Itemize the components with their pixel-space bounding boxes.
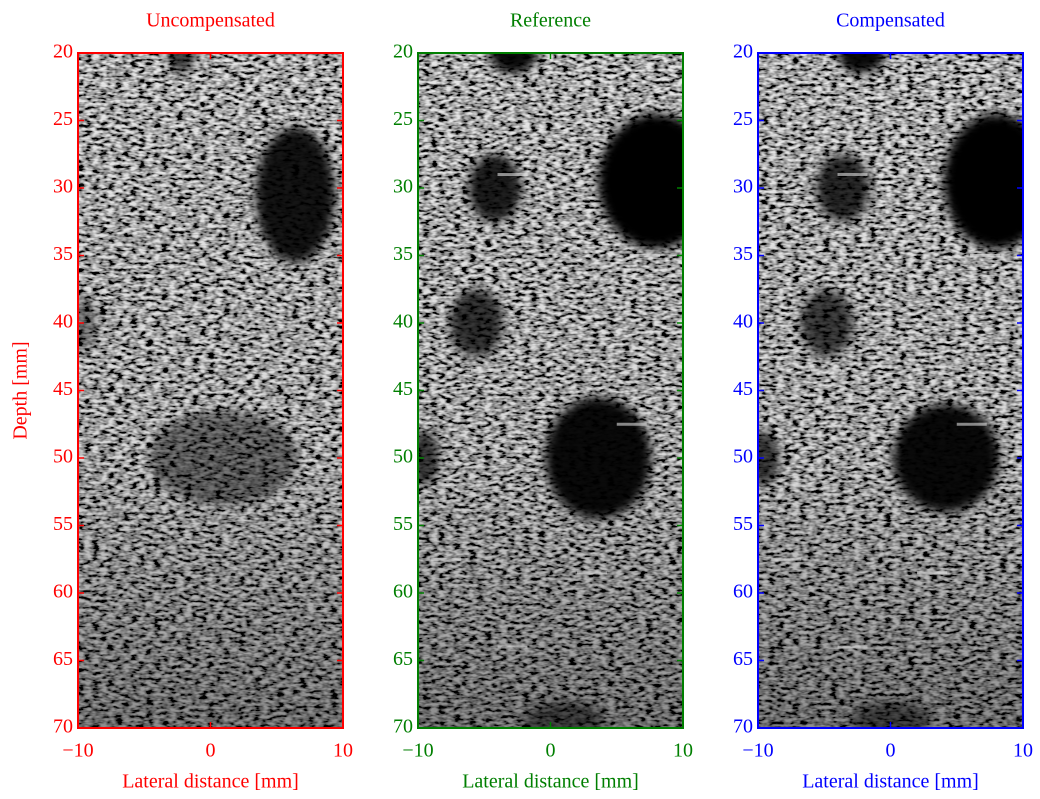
y-tick-label: 25	[733, 108, 753, 130]
y-tick-label: 35	[733, 243, 753, 265]
ultrasound-image	[78, 53, 343, 728]
y-tick-label: 55	[733, 513, 753, 535]
y-tick-label: 70	[733, 716, 753, 738]
x-axis-label: Lateral distance [mm]	[462, 771, 639, 793]
y-tick-label: 55	[393, 513, 413, 535]
y-tick-label: 70	[53, 716, 73, 738]
y-tick-label: 55	[53, 513, 73, 535]
y-tick-label: 35	[53, 243, 73, 265]
y-tick-label: 65	[53, 648, 73, 670]
y-tick-label: 60	[393, 581, 413, 603]
x-tick-label: 10	[1013, 740, 1033, 762]
y-tick-label: 50	[393, 446, 413, 468]
y-tick-label: 40	[53, 311, 73, 333]
y-tick-label: 65	[393, 648, 413, 670]
x-tick-label: 0	[886, 740, 896, 762]
x-tick-label: 0	[546, 740, 556, 762]
panel-title: Reference	[510, 10, 591, 32]
y-tick-label: 65	[733, 648, 753, 670]
x-tick-label: −10	[402, 740, 433, 762]
y-tick-label: 40	[393, 311, 413, 333]
panel-title: Uncompensated	[146, 10, 275, 32]
y-tick-label: 50	[53, 446, 73, 468]
y-tick-label: 45	[53, 378, 73, 400]
y-tick-label: 60	[733, 581, 753, 603]
y-tick-label: 70	[393, 716, 413, 738]
y-tick-label: 25	[393, 108, 413, 130]
y-tick-label: 30	[53, 176, 73, 198]
y-tick-label: 50	[733, 446, 753, 468]
y-tick-label: 30	[733, 176, 753, 198]
x-tick-label: 0	[206, 740, 216, 762]
y-tick-label: 30	[393, 176, 413, 198]
y-tick-label: 60	[53, 581, 73, 603]
panel: 20 25 30 35 40 45 50 55 60 65 70−10 0 10 Reference Lat…	[393, 10, 693, 793]
ultrasound-image	[758, 53, 1023, 728]
y-axis-label: Depth [mm]	[10, 341, 32, 439]
y-tick-label: 45	[393, 378, 413, 400]
y-tick-label: 20	[53, 41, 73, 63]
y-tick-label: 20	[733, 41, 753, 63]
panel: 20 25 30 35 40 45 50 55 60 65 70−10 0 10 Compensated L…	[733, 10, 1033, 793]
x-axis-label: Lateral distance [mm]	[802, 771, 979, 793]
x-tick-label: −10	[742, 740, 773, 762]
panel: 20 25 30 35 40 45 50 55 60 65 70−10 0 10 Uncompensate…	[10, 10, 353, 793]
y-tick-label: 25	[53, 108, 73, 130]
x-axis-label: Lateral distance [mm]	[122, 771, 299, 793]
y-tick-label: 45	[733, 378, 753, 400]
panel-title: Compensated	[836, 10, 945, 32]
x-tick-label: 10	[673, 740, 693, 762]
y-tick-label: 35	[393, 243, 413, 265]
y-tick-label: 20	[393, 41, 413, 63]
ultrasound-image	[418, 53, 683, 728]
x-tick-label: −10	[62, 740, 93, 762]
y-tick-label: 40	[733, 311, 753, 333]
x-tick-label: 10	[333, 740, 353, 762]
